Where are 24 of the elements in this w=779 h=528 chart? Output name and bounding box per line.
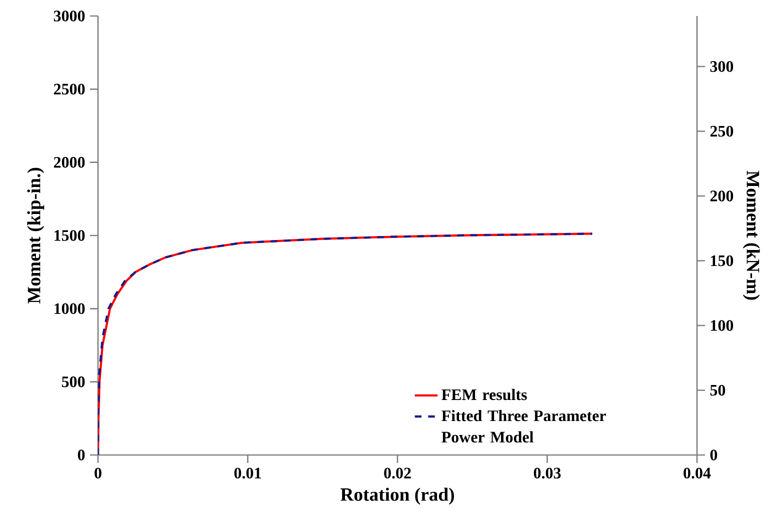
- y2-axis-title: Moment (kN-m): [742, 170, 760, 300]
- y2-tick-label: 100: [710, 320, 734, 331]
- y-tick-label: 500: [62, 376, 85, 388]
- x-tick-label: 0: [94, 468, 102, 478]
- y-tick-label: 2500: [54, 84, 85, 95]
- x-tick-label: 0.03: [534, 468, 561, 479]
- y2-tick-label: 0: [710, 450, 718, 460]
- x-tick-label: 0.04: [684, 468, 711, 479]
- y2-tick-label: 50: [710, 384, 726, 396]
- x-tick-label: 0.02: [384, 468, 411, 479]
- y-tick-label: 1500: [54, 230, 85, 241]
- y2-tick-label: 200: [710, 190, 734, 202]
- y2-tick-label: 250: [710, 126, 734, 137]
- x-axis-title: Rotation (rad): [340, 488, 454, 505]
- y-tick-label: 1000: [54, 303, 85, 314]
- y2-tick-label: 300: [710, 61, 734, 72]
- y-axis-title: Moment (kip-in.): [27, 168, 44, 304]
- y2-tick-label: 150: [710, 255, 734, 266]
- y-tick-label: 3000: [54, 10, 85, 22]
- legend-label: Fitted Three Parameter Power Model: [442, 410, 606, 443]
- y-tick-label: 0: [78, 450, 85, 460]
- legend-label: FEM results: [442, 388, 527, 400]
- x-tick-label: 0.01: [234, 468, 261, 479]
- y-tick-label: 2000: [54, 156, 85, 168]
